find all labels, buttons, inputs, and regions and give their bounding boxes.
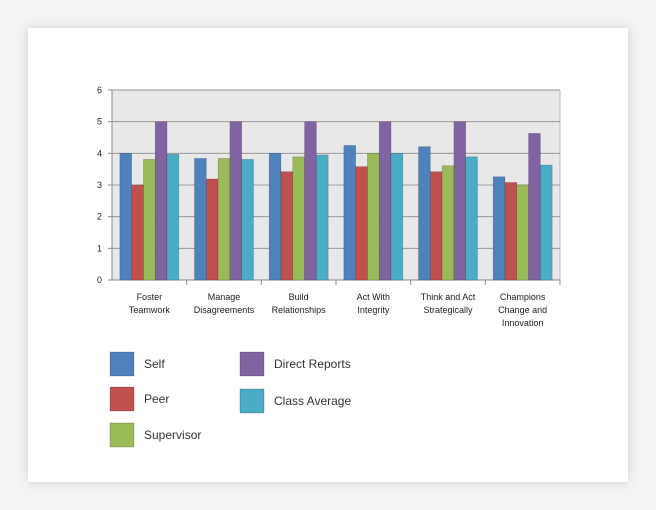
bar-supervisor <box>292 156 305 281</box>
x-category-label-line: Change and <box>498 305 547 315</box>
legend-label: Peer <box>144 392 169 406</box>
x-category-label-line: Think and Act <box>421 292 476 302</box>
x-category-label-line: Act With <box>357 292 391 302</box>
bar-peer <box>206 178 219 281</box>
bar-class-average <box>166 153 180 281</box>
bar-self <box>194 158 207 281</box>
legend-label: Class Average <box>274 394 351 408</box>
bar-class-average <box>540 164 553 281</box>
y-tick-label: 0 <box>97 275 102 285</box>
bar-self <box>492 176 506 281</box>
bar-direct-reports <box>528 133 541 281</box>
bar-supervisor <box>441 165 455 281</box>
legend-label: Supervisor <box>144 428 201 442</box>
bar-peer <box>355 166 368 281</box>
bar-peer <box>131 184 144 281</box>
y-tick-label: 6 <box>97 85 102 95</box>
x-category-label-line: Foster <box>137 292 163 302</box>
bar-direct-reports <box>453 121 466 281</box>
x-category-label-line: Build <box>289 292 309 302</box>
y-tick-label: 3 <box>97 180 102 190</box>
bar-supervisor <box>143 159 156 281</box>
bar-self <box>119 153 132 281</box>
bar-self <box>343 145 356 281</box>
y-tick-label: 5 <box>97 117 102 127</box>
legend-swatch-supervisor <box>109 422 135 448</box>
bar-direct-reports <box>154 121 168 281</box>
x-category-label-line: Disagreements <box>194 305 255 315</box>
legend-swatch-direct-reports <box>239 351 265 377</box>
legend-swatch-class-average <box>239 388 265 414</box>
bar-direct-reports <box>304 121 317 281</box>
x-category-label: Act With Integrity <box>357 292 391 315</box>
x-category-label: Build Relationships <box>272 292 327 315</box>
x-category-label-line: Integrity <box>357 305 390 315</box>
x-category-label: Foster Teamwork <box>129 292 171 315</box>
y-tick-label: 4 <box>97 148 102 158</box>
bar-class-average <box>316 154 329 281</box>
bar-supervisor <box>367 153 380 281</box>
bar-supervisor <box>516 184 529 281</box>
bar-direct-reports <box>378 121 392 281</box>
legend-label: Self <box>144 357 165 371</box>
x-category-label-line: Relationships <box>272 305 327 315</box>
bar-self <box>268 153 282 281</box>
x-category-label-line: Teamwork <box>129 305 171 315</box>
y-tick-label: 2 <box>97 212 102 222</box>
bar-peer <box>429 171 443 281</box>
bar-peer <box>280 171 294 281</box>
bar-self <box>418 146 431 281</box>
bar-class-average <box>241 159 254 281</box>
x-category-label-line: Champions <box>500 292 546 302</box>
y-tick-label: 1 <box>97 243 102 253</box>
x-category-label-line: Strategically <box>423 305 473 315</box>
bar-supervisor <box>217 158 231 281</box>
x-category-label: Think and Act Strategically <box>421 292 476 315</box>
bar-peer <box>504 182 518 281</box>
bar-class-average <box>390 153 404 281</box>
legend-swatch-self <box>109 351 135 377</box>
x-category-label-line: Manage <box>208 292 241 302</box>
bar-class-average <box>465 156 478 281</box>
bar-direct-reports <box>229 121 242 281</box>
x-category-label: Manage Disagreements <box>194 292 255 315</box>
x-category-label-line: Innovation <box>502 318 544 328</box>
x-category-label: Champions Change and Innovation <box>498 292 547 328</box>
legend-label: Direct Reports <box>274 357 351 371</box>
legend-swatch-peer <box>109 386 135 412</box>
